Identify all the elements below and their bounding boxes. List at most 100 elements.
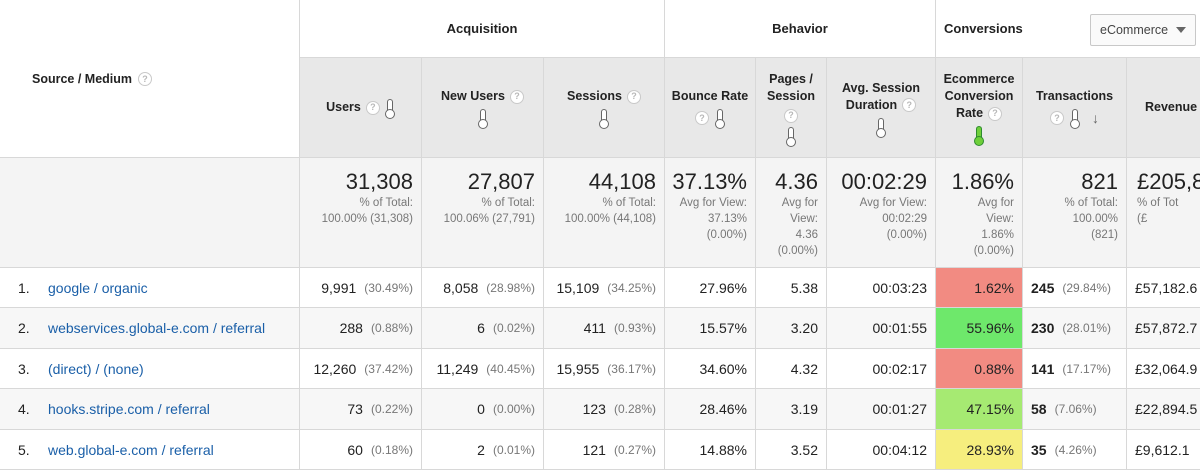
value-pages-session: 5.38 bbox=[790, 279, 818, 296]
thermometer-icon[interactable] bbox=[477, 109, 488, 129]
chevron-down-icon bbox=[1176, 27, 1186, 33]
total-subtext: 100.06% (27,791) bbox=[443, 213, 535, 225]
help-icon[interactable]: ? bbox=[626, 89, 641, 104]
cell-transactions: 35 (4.26%) bbox=[1023, 430, 1127, 470]
value-avg-session-duration: 00:03:23 bbox=[872, 279, 928, 296]
cell-avg-session-duration: 00:01:27 bbox=[827, 389, 936, 430]
value-avg-session-duration: 00:04:12 bbox=[872, 441, 928, 458]
column-label-avg-session-line2: Duration bbox=[845, 97, 898, 112]
cell-pages-session: 3.20 bbox=[756, 308, 827, 349]
thermometer-icon[interactable] bbox=[715, 109, 725, 129]
value-ecommerce-conversion-rate: 55.96% bbox=[966, 320, 1014, 336]
row-number: 3. bbox=[18, 360, 30, 377]
sort-descending-icon[interactable]: ↓ bbox=[1092, 109, 1099, 126]
value-revenue: £57,182.6 bbox=[1135, 279, 1198, 296]
column-header-avg-session-duration[interactable]: Avg. Session Duration? bbox=[827, 58, 936, 158]
cell-revenue: £57,872.7 bbox=[1127, 308, 1200, 349]
cell-sessions: 15,955 (36.17%) bbox=[544, 349, 665, 389]
total-subtext: % of Total: bbox=[602, 197, 657, 209]
value-bounce-rate: 28.46% bbox=[699, 401, 747, 417]
pct-users: (30.49%) bbox=[364, 280, 413, 295]
help-icon[interactable]: ? bbox=[988, 106, 1003, 121]
column-header-transactions[interactable]: Transactions ? ↓ bbox=[1023, 58, 1127, 158]
help-icon[interactable]: ? bbox=[509, 89, 524, 104]
pct-transactions: (7.06%) bbox=[1054, 402, 1097, 416]
value-users: 12,260 bbox=[313, 360, 357, 377]
value-revenue: £32,064.9 bbox=[1135, 360, 1198, 377]
help-icon[interactable]: ? bbox=[365, 100, 380, 115]
cell-bounce-rate: 34.60% bbox=[665, 349, 756, 389]
value-new-users: 6 bbox=[477, 320, 485, 336]
total-value: 821 bbox=[1081, 169, 1118, 194]
total-subtext: Avg for bbox=[781, 197, 818, 209]
pct-users: (0.22%) bbox=[370, 402, 413, 416]
cell-transactions: 58 (7.06%) bbox=[1023, 389, 1127, 430]
column-label-pages-session-line2: Session bbox=[767, 88, 815, 103]
total-avg-session: 00:02:29 Avg for View: 00:02:29 (0.00%) bbox=[827, 158, 936, 268]
source-medium-link[interactable]: webservices.global-e.com / referral bbox=[48, 320, 266, 336]
source-medium-link[interactable]: (direct) / (none) bbox=[48, 360, 144, 377]
total-ecom-rate: 1.86% Avg for View: 1.86% (0.00%) bbox=[936, 158, 1023, 268]
pct-sessions: (36.17%) bbox=[607, 361, 656, 376]
source-medium-link[interactable]: web.global-e.com / referral bbox=[48, 441, 214, 458]
value-sessions: 15,109 bbox=[556, 279, 600, 296]
total-sessions: 44,108 % of Total: 100.00% (44,108) bbox=[544, 158, 665, 268]
table-row-source: 4. hooks.stripe.com / referral bbox=[0, 389, 300, 430]
cell-avg-session-duration: 00:03:23 bbox=[827, 268, 936, 308]
total-subtext: Avg for View: bbox=[679, 197, 747, 209]
source-medium-link[interactable]: google / organic bbox=[48, 279, 148, 296]
cell-ecommerce-conversion-rate: 0.88% bbox=[936, 349, 1023, 389]
total-value: 4.36 bbox=[775, 169, 818, 194]
thermometer-icon[interactable] bbox=[1070, 109, 1080, 129]
help-icon[interactable]: ? bbox=[1050, 111, 1064, 125]
cell-sessions: 411 (0.93%) bbox=[544, 308, 665, 349]
column-header-pages-session[interactable]: Pages / Session ? bbox=[756, 58, 827, 158]
totals-label-cell bbox=[0, 158, 300, 268]
value-new-users: 11,249 bbox=[436, 360, 479, 377]
thermometer-active-icon[interactable] bbox=[974, 126, 984, 146]
source-medium-header[interactable]: Source / Medium ? bbox=[0, 0, 300, 158]
cell-avg-session-duration: 00:02:17 bbox=[827, 349, 936, 389]
conversion-type-dropdown[interactable]: eCommerce bbox=[1090, 14, 1196, 46]
pct-transactions: (17.17%) bbox=[1062, 361, 1112, 376]
total-subtext: (0.00%) bbox=[777, 245, 818, 257]
cell-revenue: £57,182.6 bbox=[1127, 268, 1200, 308]
group-conversions-label: Conversions bbox=[944, 21, 1023, 36]
value-sessions: 121 bbox=[582, 441, 606, 458]
thermometer-icon[interactable] bbox=[384, 98, 395, 119]
column-label-revenue: Revenue bbox=[1145, 100, 1198, 114]
thermometer-icon[interactable] bbox=[599, 109, 609, 129]
column-header-revenue[interactable]: Revenue bbox=[1127, 58, 1200, 158]
help-icon[interactable]: ? bbox=[138, 71, 153, 86]
group-acquisition: Acquisition bbox=[300, 0, 665, 58]
column-header-sessions[interactable]: Sessions? bbox=[544, 58, 665, 158]
cell-new-users: 2 (0.01%) bbox=[422, 430, 544, 470]
cell-ecommerce-conversion-rate: 1.62% bbox=[936, 268, 1023, 308]
help-icon[interactable]: ? bbox=[902, 98, 917, 112]
source-medium-link[interactable]: hooks.stripe.com / referral bbox=[48, 401, 210, 417]
value-new-users: 8,058 bbox=[443, 279, 479, 296]
value-transactions: 230 bbox=[1031, 320, 1055, 336]
column-label-ecom-line1: Ecommerce bbox=[943, 72, 1015, 86]
cell-bounce-rate: 14.88% bbox=[665, 430, 756, 470]
help-icon[interactable]: ? bbox=[695, 111, 709, 125]
column-header-ecommerce-conversion-rate[interactable]: Ecommerce Conversion Rate? bbox=[936, 58, 1023, 158]
thermometer-icon[interactable] bbox=[876, 117, 886, 138]
total-subtext: (821) bbox=[1091, 229, 1118, 241]
pct-users: (0.18%) bbox=[370, 442, 413, 457]
help-icon[interactable]: ? bbox=[784, 108, 798, 123]
row-number: 1. bbox=[18, 279, 30, 296]
cell-users: 12,260 (37.42%) bbox=[300, 349, 422, 389]
cell-users: 60 (0.18%) bbox=[300, 430, 422, 470]
column-label-new-users: New Users bbox=[441, 89, 505, 103]
column-header-users[interactable]: Users? bbox=[300, 58, 422, 158]
column-header-bounce-rate[interactable]: Bounce Rate ? bbox=[665, 58, 756, 158]
total-value: 44,108 bbox=[588, 169, 656, 194]
column-label-avg-session-line1: Avg. Session bbox=[841, 80, 921, 95]
column-header-new-users[interactable]: New Users? bbox=[422, 58, 544, 158]
total-transactions: 821 % of Total: 100.00% (821) bbox=[1023, 158, 1127, 268]
thermometer-icon[interactable] bbox=[786, 126, 796, 147]
total-subtext: 37.13% bbox=[707, 213, 747, 225]
cell-sessions: 123 (0.28%) bbox=[544, 389, 665, 430]
cell-sessions: 121 (0.27%) bbox=[544, 430, 665, 470]
